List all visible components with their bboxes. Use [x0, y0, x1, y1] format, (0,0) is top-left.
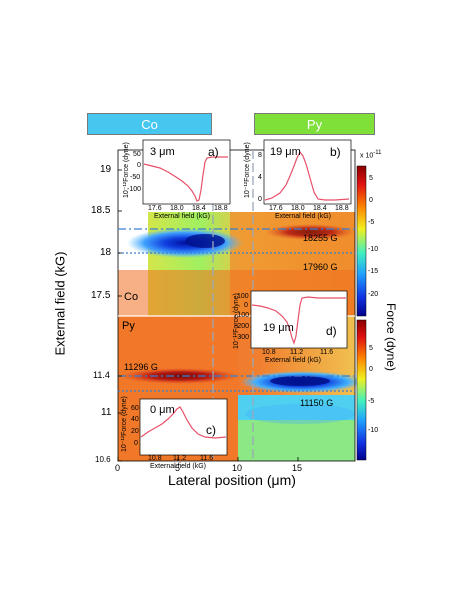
- py-tag: Py: [254, 113, 375, 135]
- colorbar-label: Force (dyne): [384, 303, 398, 372]
- inset-a-ytick-1: 0: [137, 162, 141, 169]
- inset-b-ytick-2: 0: [258, 196, 262, 203]
- inset-b-ytick-1: 4: [258, 174, 262, 181]
- ytick-11: 11: [101, 407, 112, 418]
- inset-c-xlabel: External field (kG): [150, 463, 207, 470]
- inset-d-ytick-0: 100: [237, 293, 249, 300]
- cbar-tick-m10: -10: [368, 246, 379, 253]
- inset-b-ytick-0: 8: [258, 152, 262, 159]
- ytick-19: 19: [100, 164, 112, 175]
- colorbar-exponent-base: x 10: [360, 152, 374, 160]
- ytick-10-6: 10.6: [95, 455, 111, 464]
- inset-b-xtick-1: 18.0: [291, 205, 305, 212]
- inset-c-ylabel: 10⁻¹²Force (dyne): [121, 396, 128, 452]
- inset-c-xtick-1: 11.2: [173, 455, 187, 462]
- inset-c-ytick-3: 0: [134, 440, 138, 447]
- inset-c: [139, 398, 228, 456]
- inset-d-ytick-2: -100: [235, 312, 250, 319]
- py-heatmap: [118, 316, 364, 461]
- guide-lines: [118, 150, 355, 461]
- inset-a-xtick-2: 18.4: [192, 205, 206, 212]
- x-axis-label: Lateral position (μm): [168, 472, 296, 488]
- inset-c-ytick-2: 20: [131, 428, 139, 435]
- py-tag-label: Py: [306, 116, 323, 132]
- region-label-co: Co: [124, 291, 139, 303]
- inset-b-panel: b): [330, 145, 341, 159]
- inset-b-xtick-3: 18.8: [335, 205, 349, 212]
- colorbar: [356, 165, 367, 461]
- annotation-18255: 18255 G: [303, 233, 338, 243]
- inset-a-xtick-0: 17.6: [148, 205, 162, 212]
- inset-b-thickness: 19 μm: [270, 146, 301, 158]
- cbar-tick-0: 0: [369, 197, 373, 204]
- inset-a-xtick-3: 18.8: [214, 205, 228, 212]
- y-axis-label: External field (kG): [52, 251, 68, 356]
- inset-a-ytick-3: -100: [127, 186, 142, 193]
- cbar-tick-b0: 0: [369, 366, 373, 373]
- x-axis-label-prefix: Lateral position (: [168, 472, 272, 488]
- inset-a: [142, 139, 231, 205]
- inset-b: [263, 139, 352, 205]
- inset-d-xtick-2: 11.6: [320, 349, 334, 356]
- inset-b-xlabel: External field (kG): [275, 213, 332, 220]
- xtick-15: 15: [292, 463, 303, 473]
- annotation-11150: 11150 G: [300, 398, 334, 408]
- xtick-0: 0: [115, 463, 121, 473]
- inset-a-thickness: 3 μm: [150, 146, 175, 158]
- cbar-tick-m15: -15: [368, 268, 379, 275]
- cbar-tick-5: 5: [369, 175, 373, 182]
- ytick-17-5: 17.5: [91, 290, 111, 301]
- ytick-11-4: 11.4: [93, 370, 110, 380]
- inset-b-xtick-0: 17.6: [269, 205, 283, 212]
- region-label-py: Py: [122, 320, 135, 332]
- annotation-11296: 11296 G: [124, 362, 158, 372]
- cbar-tick-bm10: -10: [368, 427, 379, 434]
- cbar-tick-m20: -20: [368, 291, 379, 298]
- inset-b-xtick-2: 18.4: [313, 205, 327, 212]
- cbar-tick-bm5: -5: [368, 398, 375, 405]
- annotation-17960: 17960 G: [303, 262, 338, 272]
- main-axes-frame: [117, 149, 356, 462]
- inset-d: [250, 290, 348, 349]
- inset-d-xtick-0: 10.8: [262, 349, 276, 356]
- inset-d-ytick-1: 0: [244, 302, 248, 309]
- y-axis-ticks: [118, 169, 122, 462]
- inset-d-ytick-3: -200: [235, 323, 250, 330]
- inset-c-ytick-1: 40: [131, 416, 139, 423]
- inset-a-xtick-1: 18.0: [170, 205, 184, 212]
- inset-c-thickness: 0 μm: [150, 404, 175, 416]
- ytick-18-5: 18.5: [91, 205, 111, 216]
- inset-d-panel: d): [326, 324, 337, 338]
- inset-a-xlabel: External field (kG): [154, 213, 211, 220]
- inset-d-ytick-4: -300: [235, 334, 250, 341]
- colorbar-exponent: x 10-11: [360, 150, 381, 159]
- cbar-tick-b5: 5: [369, 345, 373, 352]
- ytick-18: 18: [100, 247, 112, 258]
- inset-a-ytick-2: -50: [130, 174, 141, 181]
- x-axis-label-unit: μm: [271, 472, 292, 488]
- co-tag: Co: [87, 113, 212, 135]
- inset-d-xlabel: External field (kG): [265, 357, 322, 364]
- inset-c-panel: c): [206, 423, 216, 437]
- colorbar-exponent-power: -11: [373, 150, 382, 156]
- inset-c-xtick-2: 11.6: [200, 455, 214, 462]
- inset-b-ylabel: 10⁻¹²Force (dyne): [244, 142, 251, 198]
- inset-a-panel: a): [208, 145, 219, 159]
- xtick-5: 5: [175, 463, 181, 473]
- inset-d-xtick-1: 11.2: [290, 349, 304, 356]
- x-axis-ticks: [117, 457, 299, 461]
- inset-a-ytick-0: 50: [133, 151, 141, 158]
- inset-d-thickness: 19 μm: [263, 322, 294, 334]
- cbar-tick-m5: -5: [368, 219, 375, 226]
- inset-c-ytick-0: 60: [131, 405, 139, 412]
- x-axis-label-suffix: ): [291, 472, 296, 488]
- xtick-10: 10: [232, 463, 243, 473]
- co-tag-label: Co: [141, 116, 158, 132]
- inset-c-xtick-0: 10.8: [148, 455, 162, 462]
